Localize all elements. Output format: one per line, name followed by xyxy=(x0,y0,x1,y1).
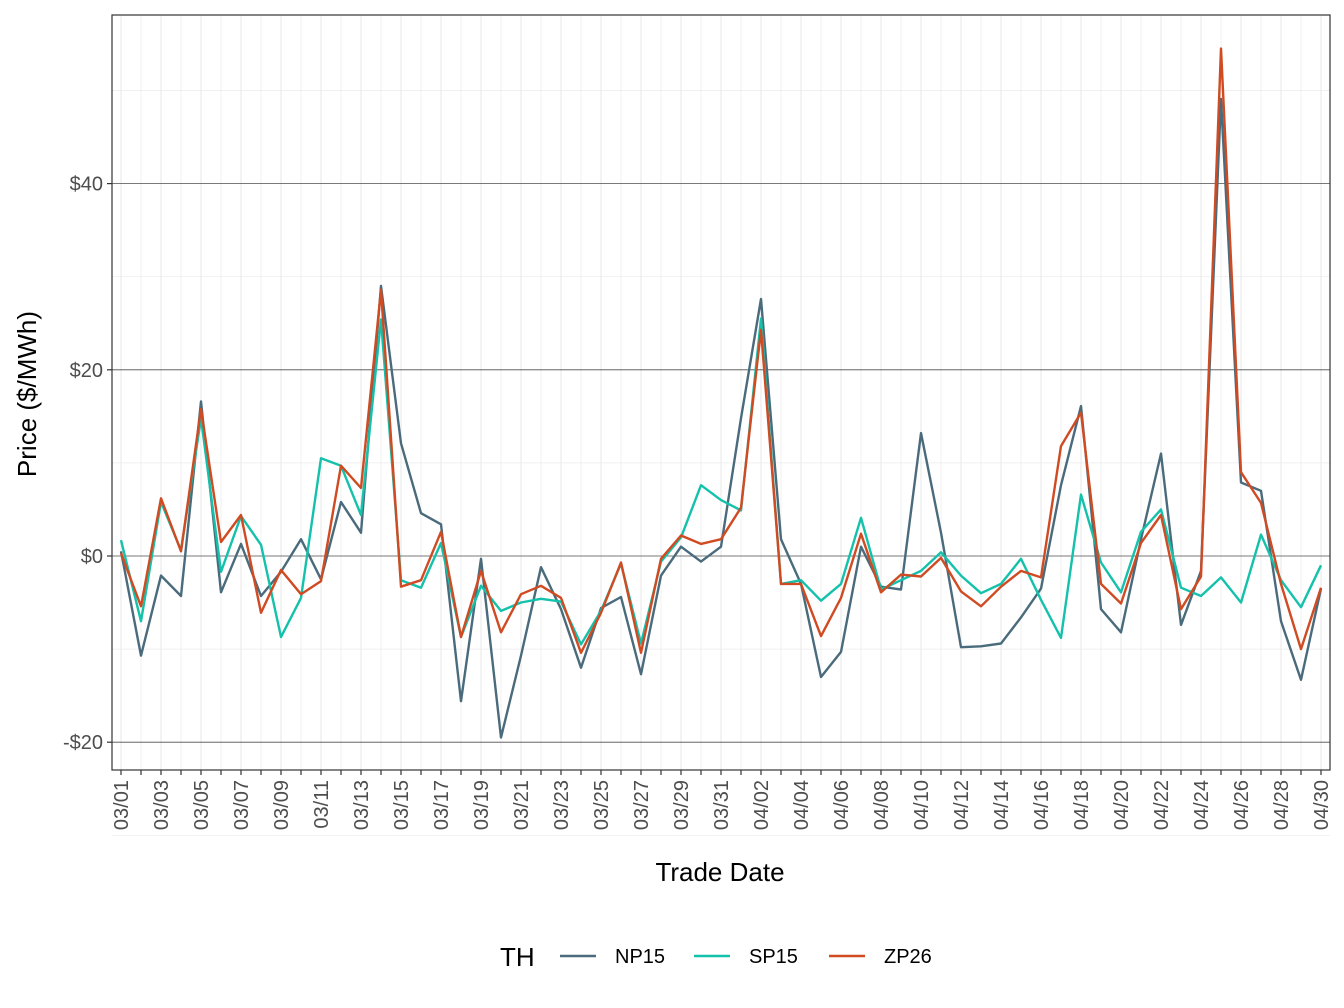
x-tick-label: 03/07 xyxy=(231,780,253,830)
x-tick-label: 03/21 xyxy=(511,780,533,830)
x-tick-label: 04/02 xyxy=(751,780,773,830)
x-tick-label: 04/26 xyxy=(1231,780,1253,830)
x-tick-label: 04/08 xyxy=(871,780,893,830)
x-tick-label: 03/25 xyxy=(591,780,613,830)
y-axis-title: Price ($/MWh) xyxy=(12,311,42,477)
x-tick-label: 04/04 xyxy=(791,780,813,830)
x-tick-label: 03/31 xyxy=(711,780,733,830)
x-axis: 03/01 03/03 03/05 03/07 03/09 03/11 03/13 03/15… xyxy=(111,770,1333,830)
x-tick-label: 04/16 xyxy=(1031,780,1053,830)
x-tick-label: 03/03 xyxy=(151,780,173,830)
x-tick-label: 03/09 xyxy=(271,780,293,830)
x-tick-label: 04/24 xyxy=(1191,780,1213,830)
x-tick-label: 04/20 xyxy=(1111,780,1133,830)
x-tick-label: 03/17 xyxy=(431,780,453,830)
x-axis-title: Trade Date xyxy=(655,857,784,887)
x-tick-label: 03/15 xyxy=(391,780,413,830)
legend-label-np15: NP15 xyxy=(615,946,665,968)
x-tick-label: 04/22 xyxy=(1151,780,1173,830)
major-gridlines xyxy=(112,183,1330,743)
legend-label-sp15: SP15 xyxy=(749,946,798,968)
series-line-zp26 xyxy=(119,47,1323,654)
x-tick-label: 03/05 xyxy=(191,780,213,830)
y-tick-label: -$20 xyxy=(63,732,103,754)
legend-label-zp26: ZP26 xyxy=(884,946,932,968)
x-tick-label: 03/11 xyxy=(311,780,333,829)
x-tick-label: 03/23 xyxy=(551,780,573,830)
legend-title: TH xyxy=(500,942,535,972)
x-tick-label: 04/10 xyxy=(911,780,933,830)
x-tick-label: 04/12 xyxy=(951,780,973,830)
legend: TH NP15 SP15 ZP26 xyxy=(500,942,932,972)
x-tick-label: 03/19 xyxy=(471,780,493,830)
y-tick-label: $40 xyxy=(70,174,103,196)
minor-gridlines xyxy=(112,15,1330,836)
y-tick-label: $0 xyxy=(81,546,103,568)
series-line-sp15 xyxy=(119,317,1323,646)
x-tick-label: 04/30 xyxy=(1311,780,1333,830)
x-tick-label: 04/06 xyxy=(831,780,853,830)
x-tick-label: 04/28 xyxy=(1271,780,1293,830)
x-tick-label: 03/01 xyxy=(111,780,133,830)
x-tick-label: 04/18 xyxy=(1071,780,1093,830)
y-tick-label: $20 xyxy=(70,360,103,382)
x-tick-label: 03/13 xyxy=(351,780,373,830)
series-lines xyxy=(119,47,1323,739)
x-tick-label: 03/27 xyxy=(631,780,653,830)
x-tick-label: 04/14 xyxy=(991,780,1013,830)
x-tick-label: 03/29 xyxy=(671,780,693,830)
y-axis: -$20 $0 $20 $40 xyxy=(63,174,112,754)
